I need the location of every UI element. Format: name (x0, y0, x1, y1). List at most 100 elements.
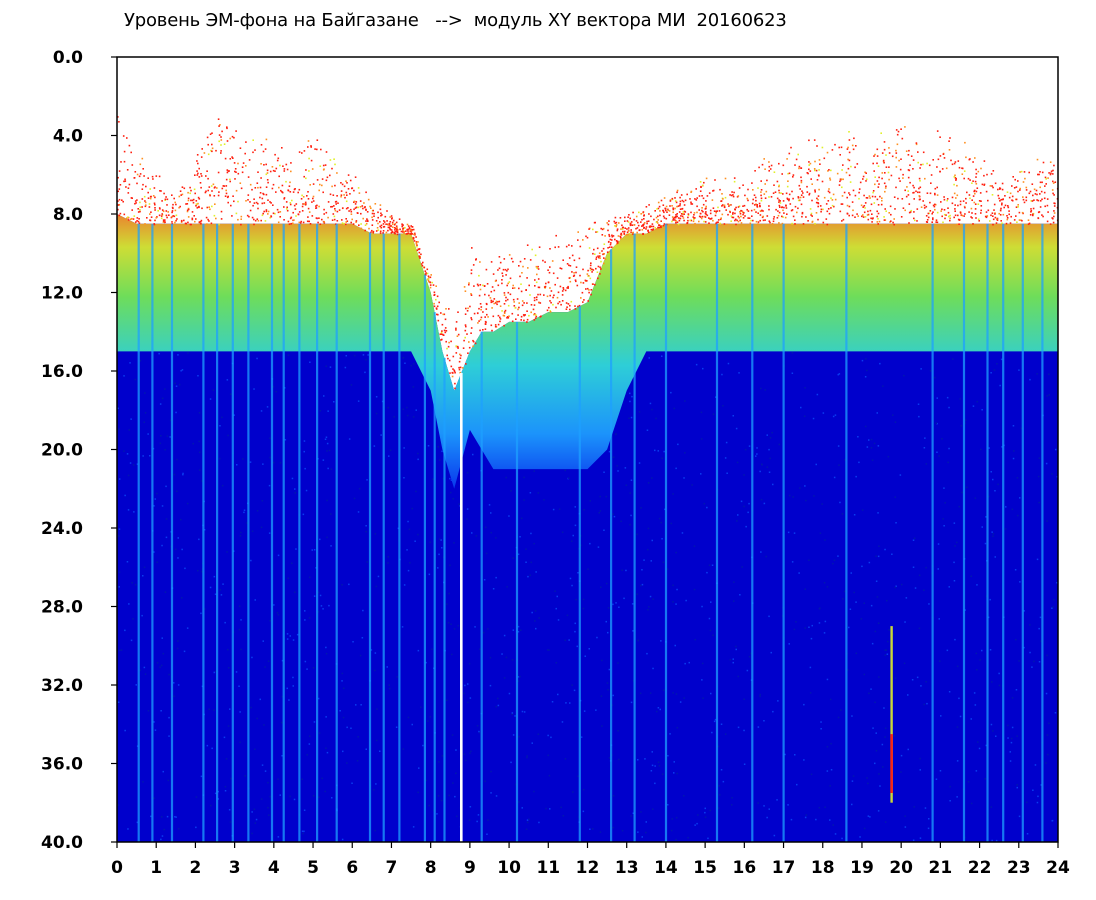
speckle-point (191, 217, 194, 220)
texture-point (345, 355, 347, 357)
speckle-point (441, 323, 444, 326)
speckle-point (428, 276, 430, 279)
speckle-point (810, 212, 813, 215)
speckle-point (1006, 215, 1008, 217)
speckle-point (960, 214, 963, 216)
texture-point (468, 819, 471, 821)
speckle-point (205, 216, 208, 219)
texture-point (1054, 712, 1057, 714)
texture-point (882, 766, 884, 768)
speckle-point (518, 302, 520, 304)
speckle-point (482, 284, 484, 287)
speckle-point (636, 227, 639, 229)
speckle-point (675, 220, 677, 222)
speckle-point (459, 366, 462, 369)
speckle-point (657, 219, 659, 221)
speckle-point (467, 307, 469, 310)
texture-point (458, 503, 460, 505)
texture-point (466, 471, 469, 474)
speckle-point (1002, 213, 1005, 216)
texture-point (143, 421, 145, 423)
anomaly-core (890, 734, 893, 793)
texture-point (649, 595, 652, 598)
texture-point (748, 502, 750, 505)
speckle-point (724, 196, 727, 199)
texture-point (235, 671, 238, 673)
speckle-point (226, 171, 229, 174)
speckle-point (315, 207, 318, 209)
speckle-point (444, 318, 447, 321)
texture-point (289, 635, 291, 637)
texture-point (256, 357, 258, 360)
speckle-point (743, 204, 746, 207)
speckle-point (357, 212, 359, 214)
speckle-point (304, 201, 307, 204)
speckle-point (877, 223, 879, 225)
speckle-point (341, 183, 344, 186)
texture-point (154, 729, 157, 731)
speckle-point (499, 320, 501, 323)
speckle-point (682, 217, 685, 219)
texture-point (876, 596, 879, 598)
speckle-point (791, 209, 794, 211)
texture-point (1029, 378, 1031, 381)
speckle-point (800, 167, 802, 169)
speckle-point (401, 223, 403, 225)
speckle-point (391, 221, 394, 224)
texture-point (525, 828, 528, 830)
speckle-point (773, 216, 775, 218)
speckle-point (445, 308, 447, 310)
speckle-point (597, 277, 599, 280)
texture-point (873, 442, 876, 445)
speckle-point (699, 216, 702, 218)
speckle-point (690, 211, 692, 214)
speckle-point (160, 215, 163, 217)
speckle-point (447, 357, 449, 360)
texture-point (286, 638, 289, 640)
speckle-point (1030, 210, 1033, 212)
speckle-point (223, 185, 226, 187)
texture-point (256, 510, 259, 512)
texture-point (511, 712, 514, 714)
speckle-point (417, 241, 419, 243)
speckle-point (633, 218, 635, 221)
speckle-point (447, 345, 450, 348)
speckle-point (146, 217, 148, 219)
speckle-point (520, 283, 522, 285)
texture-point (118, 478, 121, 480)
texture-point (673, 772, 675, 774)
texture-point (685, 599, 687, 602)
speckle-point (677, 205, 680, 207)
speckle-point (814, 191, 816, 193)
speckle-point (737, 195, 740, 197)
texture-point (366, 479, 368, 481)
speckle-point (737, 215, 740, 218)
speckle-point (756, 206, 759, 208)
texture-point (878, 545, 880, 547)
texture-point (526, 821, 529, 824)
speckle-point (417, 248, 420, 250)
texture-point (417, 533, 419, 536)
speckle-point (171, 211, 173, 214)
speckle-point (271, 166, 274, 168)
speckle-point (751, 215, 753, 217)
speckle-point (884, 190, 886, 193)
texture-point (325, 652, 328, 655)
speckle-point (719, 218, 722, 221)
speckle-point (235, 171, 237, 173)
texture-point (709, 809, 711, 812)
speckle-point (413, 240, 416, 242)
speckle-point (862, 214, 864, 216)
speckle-point (660, 226, 662, 229)
speckle-point (889, 205, 892, 208)
texture-point (1038, 627, 1040, 630)
texture-point (281, 659, 284, 662)
speckle-point (414, 232, 416, 235)
speckle-point (574, 308, 577, 310)
speckle-point (705, 213, 707, 216)
speckle-point (841, 169, 843, 171)
speckle-point (954, 208, 956, 210)
speckle-point (772, 220, 775, 223)
speckle-point (901, 198, 904, 200)
texture-point (153, 505, 155, 507)
